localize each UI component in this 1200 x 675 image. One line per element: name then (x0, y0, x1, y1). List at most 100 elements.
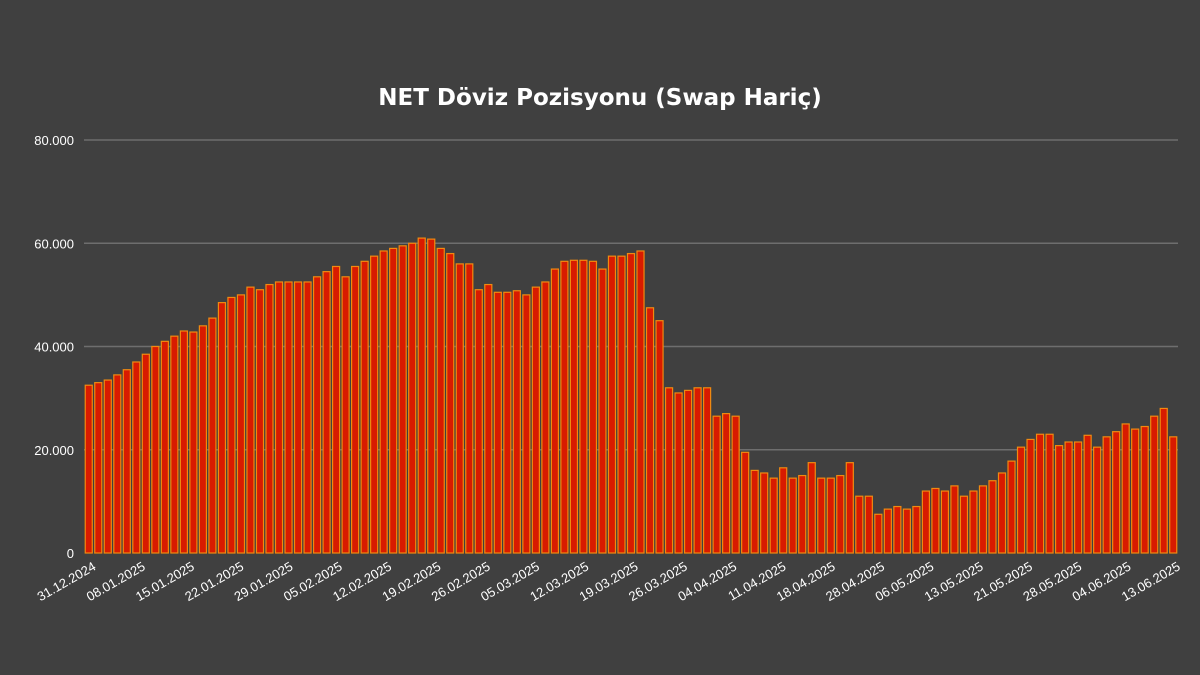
bar (1007, 460, 1016, 554)
bar (474, 289, 483, 554)
bar (731, 415, 740, 554)
bar (1121, 423, 1130, 554)
bar (1102, 436, 1111, 554)
bar (303, 281, 312, 554)
y-axis-ticks: 0 20.000 40.000 60.000 80.000 (34, 133, 74, 561)
bar (702, 387, 712, 554)
bar (626, 252, 636, 554)
y-tick-label: 40.000 (34, 340, 74, 355)
bar (836, 474, 845, 554)
bar (1073, 441, 1083, 554)
bar (265, 283, 274, 554)
bar (370, 255, 379, 554)
bar (674, 392, 683, 554)
bar (912, 505, 921, 554)
bar (902, 508, 911, 554)
bar (569, 259, 579, 554)
bar (274, 281, 284, 554)
bar (408, 242, 417, 554)
bar (351, 265, 360, 554)
bar (969, 490, 978, 554)
bar (1045, 433, 1054, 554)
bar (503, 291, 512, 554)
bar (1035, 433, 1045, 554)
y-tick-label: 20.000 (34, 443, 74, 458)
bar (160, 340, 169, 554)
bar (1093, 446, 1102, 554)
bar (141, 353, 150, 554)
bar (883, 508, 892, 554)
bar (655, 320, 664, 554)
bar (189, 331, 198, 554)
bar (1131, 428, 1140, 554)
bar (284, 281, 293, 554)
bar (113, 374, 122, 554)
bar (959, 495, 969, 554)
bar (1159, 407, 1168, 554)
bar (417, 237, 426, 554)
bar (598, 268, 607, 554)
bar (341, 276, 350, 554)
bar (255, 289, 265, 554)
bar (103, 379, 112, 554)
bar (931, 487, 940, 554)
bar (151, 345, 160, 554)
bar (807, 462, 816, 554)
bar (522, 294, 531, 554)
bar (798, 474, 807, 554)
bar (512, 290, 521, 554)
bar (236, 294, 246, 554)
bar (465, 263, 474, 554)
bar (312, 276, 322, 554)
bar (664, 387, 674, 554)
bar (607, 255, 617, 554)
bar (769, 477, 778, 554)
bar (389, 247, 398, 554)
bar (874, 513, 883, 554)
bar (84, 384, 93, 554)
bar (331, 265, 341, 554)
bar (588, 260, 598, 554)
bar (122, 369, 131, 554)
bar (750, 469, 759, 554)
bar (132, 361, 141, 554)
bar (541, 281, 550, 554)
bar (683, 389, 693, 554)
bar (379, 250, 388, 554)
x-axis-ticks: 31.12.202408.01.202515.01.202522.01.2025… (34, 559, 1182, 605)
chart-title: NET Döviz Pozisyonu (Swap Hariç) (378, 85, 821, 111)
y-tick-label: 80.000 (34, 133, 74, 148)
bar (217, 302, 227, 554)
bar (978, 485, 988, 554)
bar (997, 472, 1007, 554)
bar (1083, 434, 1092, 554)
bar (1150, 415, 1159, 554)
bar (1064, 441, 1073, 554)
bar (427, 238, 436, 554)
bar (560, 260, 569, 554)
bar (779, 467, 788, 554)
bar (741, 451, 750, 554)
bar (921, 490, 931, 554)
bar (436, 247, 445, 554)
bar (1140, 425, 1149, 554)
bar (446, 252, 455, 554)
bar (398, 245, 407, 554)
bars (84, 237, 1178, 554)
bar (760, 472, 769, 554)
bar (579, 259, 588, 554)
bar (455, 263, 464, 554)
bar (208, 317, 217, 554)
bar (360, 260, 369, 554)
bar (493, 291, 502, 554)
y-tick-label: 0 (67, 546, 74, 561)
bar (893, 505, 902, 554)
bar (864, 495, 873, 554)
bar (293, 281, 303, 554)
bar (855, 495, 864, 554)
bar (1026, 438, 1035, 554)
bar (826, 477, 835, 554)
bar (722, 413, 731, 554)
bar (1016, 446, 1026, 554)
